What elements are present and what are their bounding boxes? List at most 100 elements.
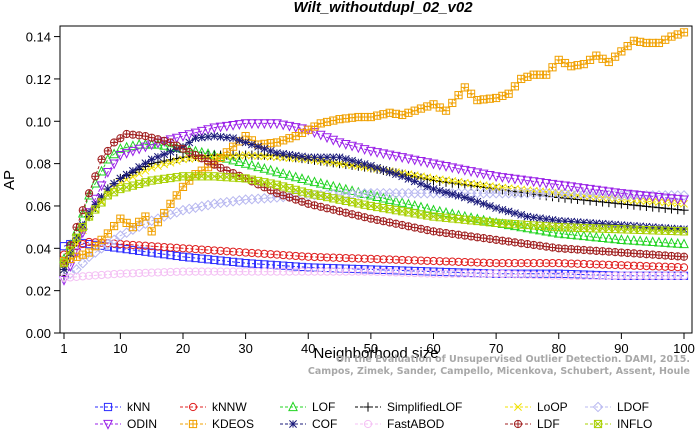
point-kdeos (135, 217, 144, 226)
point-cof (354, 158, 363, 167)
point-knnw (235, 248, 244, 257)
point-lof (159, 139, 170, 150)
point-kdeos (379, 110, 388, 119)
point-ldof (202, 199, 214, 211)
point-knnw (642, 261, 651, 271)
legend-marker-knn (103, 402, 113, 412)
point-kdeos (178, 182, 188, 192)
point-knnw (466, 258, 476, 267)
point-knn (222, 257, 231, 266)
point-simplifiedlof (679, 205, 689, 215)
point-odin (547, 179, 558, 190)
point-knnw (122, 240, 131, 249)
point-kdeos (548, 63, 557, 72)
point-cof (429, 185, 438, 193)
point-simplifiedlof (635, 201, 645, 211)
point-lof (140, 138, 151, 149)
y-axis-label: AP (1, 170, 18, 190)
point-fastabod (498, 269, 507, 279)
point-lof (353, 186, 364, 197)
point-knnw (473, 258, 482, 267)
point-odin (353, 143, 364, 154)
point-fastabod (341, 267, 350, 276)
point-knnw (592, 260, 601, 269)
point-fastabod (416, 269, 426, 278)
point-knnw (366, 254, 375, 263)
point-fastabod (329, 267, 338, 276)
point-knnw (560, 259, 570, 268)
point-odin (484, 170, 495, 181)
point-lof (628, 234, 639, 245)
legend-label-ldf: LDF (537, 417, 560, 431)
point-knnw (623, 261, 632, 270)
point-ldof (215, 197, 226, 209)
point-odin (560, 181, 570, 192)
legend-label-lof: LOF (312, 400, 335, 414)
legend-marker-ldf (513, 419, 523, 429)
point-cof (448, 190, 457, 199)
series-knnw (59, 237, 689, 272)
point-lof (384, 194, 395, 204)
point-lof (641, 235, 652, 246)
point-knnw (141, 241, 150, 250)
point-cof (210, 132, 219, 141)
point-ldf (97, 155, 106, 164)
point-knnw (510, 259, 520, 268)
point-fastabod (510, 270, 520, 279)
point-ldf (160, 136, 169, 145)
point-knnw (135, 241, 144, 250)
point-knn (135, 246, 144, 255)
point-ldf (373, 215, 382, 225)
series-line-lof (63, 144, 685, 260)
point-fastabod (454, 269, 463, 278)
point-lof (610, 233, 621, 244)
point-odin (178, 131, 188, 142)
point-fastabod (542, 271, 551, 280)
point-cof (329, 153, 338, 162)
point-ldof (221, 196, 233, 208)
point-odin (666, 194, 677, 205)
point-fastabod (617, 271, 626, 280)
point-inflo (78, 223, 87, 232)
point-odin (115, 151, 126, 161)
point-cof (442, 188, 450, 197)
point-odin (472, 168, 483, 179)
point-cof (298, 152, 306, 161)
legend-item-cof: COF (280, 417, 337, 431)
point-knnw (554, 259, 563, 268)
point-knnw (567, 259, 576, 268)
x-tick-label: 20 (176, 341, 190, 356)
point-cof (254, 142, 263, 151)
point-fastabod (604, 271, 613, 280)
point-cof (385, 168, 394, 177)
point-fastabod (366, 267, 375, 276)
point-lof (660, 237, 671, 247)
point-kdeos (448, 98, 457, 108)
legend-item-knn: kNN (95, 400, 150, 414)
point-ldf (423, 226, 432, 235)
point-knn (322, 263, 332, 273)
point-knnw (322, 253, 332, 262)
point-kdeos (585, 55, 595, 64)
point-knn (285, 261, 294, 271)
point-odin (265, 119, 276, 130)
point-knnw (504, 259, 513, 268)
point-ldf (210, 160, 219, 169)
point-ldf (116, 134, 125, 143)
point-odin (372, 148, 383, 158)
point-fastabod (648, 271, 657, 280)
point-fastabod (153, 268, 163, 277)
point-loop (235, 151, 244, 160)
point-fastabod (322, 267, 332, 276)
point-odin (77, 228, 88, 239)
point-ldf (66, 241, 75, 250)
point-knnw (247, 248, 256, 258)
point-fastabod (103, 270, 112, 279)
point-cof (473, 197, 482, 206)
point-knnw (416, 256, 426, 265)
point-odin (409, 155, 420, 166)
point-odin (459, 165, 470, 176)
point-lof (666, 237, 677, 248)
point-loop (417, 172, 425, 181)
x-tick-label: 90 (614, 341, 628, 356)
